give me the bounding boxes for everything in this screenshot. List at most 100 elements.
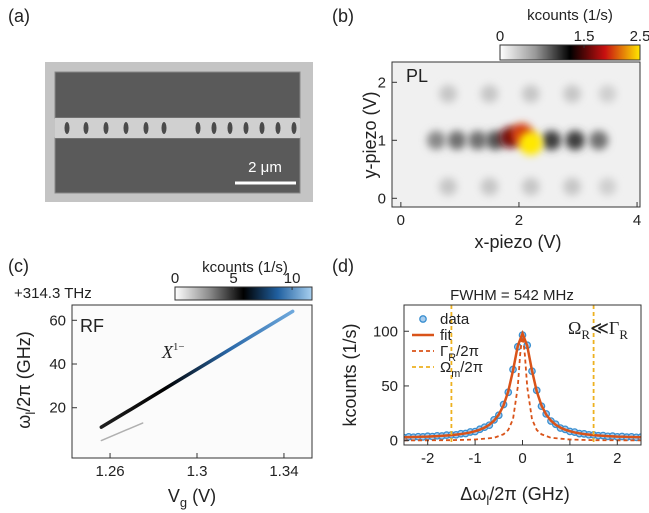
pl-spot: [541, 130, 562, 151]
pl-spot: [480, 177, 499, 196]
pl-spot: [439, 177, 457, 196]
x-axis-label-part: V: [168, 486, 180, 506]
hole: [291, 122, 297, 134]
x-axis-label-part: g: [180, 495, 187, 510]
annotation: ΩR≪ΓR: [568, 318, 628, 342]
legend-label-part: Γ: [440, 343, 448, 360]
hole: [227, 122, 233, 134]
annotation-part: R: [581, 327, 590, 342]
resonance-line: [100, 422, 144, 442]
line-panel: -2 -1 0 1 2 0 50 100: [373, 304, 642, 467]
pl-spot: [518, 131, 543, 156]
legend-label-part: /2π: [456, 343, 479, 360]
chart-title: +314.3 THz: [14, 285, 92, 302]
legend-label: Ωm/2π: [440, 359, 483, 380]
x-axis-label-part: (V): [187, 486, 216, 506]
y-axis-label: y-piezo (V): [360, 91, 380, 178]
math-label: X1−: [161, 341, 185, 362]
legend-label-part: Ω: [440, 359, 451, 376]
x-tick-label: -2: [421, 450, 434, 467]
x-tick-label: 1: [566, 450, 574, 467]
pl-spot: [480, 84, 499, 103]
panel-label: (d): [332, 256, 354, 276]
axes-box: [71, 304, 313, 459]
pl-spot: [426, 130, 446, 150]
sem-image: 2 μm: [45, 62, 313, 202]
pl-spot: [447, 130, 467, 150]
colorbar-tick-label: 5: [229, 270, 237, 287]
y-axis-label-part: /2π (GHz): [14, 331, 34, 411]
colorbar-tick-label: 10: [284, 270, 301, 287]
colorbar: [174, 286, 313, 301]
legend-label-part: R: [448, 352, 456, 364]
panel-label: (c): [8, 256, 29, 276]
annotation: PL: [406, 66, 428, 86]
heatmap: [72, 305, 312, 458]
pl-spot: [563, 84, 581, 103]
y-tick-label: 1: [378, 132, 386, 149]
pl-spot: [598, 85, 617, 103]
legend-label-part: /2π: [460, 359, 483, 376]
hole: [83, 122, 89, 134]
colorbar-label: kcounts (1/s): [527, 7, 613, 24]
series-line: [404, 333, 641, 442]
hole: [211, 122, 217, 134]
pl-spot: [521, 177, 540, 196]
plot-area: [404, 305, 641, 445]
x-axis-label-part: /2π (GHz): [489, 484, 569, 504]
membrane-top: [54, 71, 301, 119]
colorbar-tick-label: 2.5: [630, 28, 649, 45]
hole: [64, 122, 70, 134]
y-tick-label: 100: [373, 323, 398, 340]
x-tick-label: -1: [468, 450, 481, 467]
x-axis-label: x-piezo (V): [474, 232, 561, 252]
heatmap-background: [72, 305, 312, 458]
heatmap-panel: 0 2 4 0 1 2 0 1.5 2.5 kcounts (1/s) PL: [378, 7, 649, 229]
x-axis-label: Vg (V): [168, 486, 216, 510]
colorbar-tick-label: 1.5: [574, 28, 595, 45]
colorbar-label: kcounts (1/s): [202, 259, 288, 276]
x-tick-label: 0: [518, 450, 526, 467]
pl-spot: [468, 130, 488, 150]
y-tick-label: 2: [378, 74, 386, 91]
legend-marker: [419, 315, 427, 323]
x-axis-label-part: Δω: [460, 484, 486, 504]
hole: [195, 122, 201, 134]
hole: [243, 122, 249, 134]
math-label-part: X: [161, 342, 174, 362]
annotation-part: Ω: [568, 318, 581, 338]
heatmap: [392, 62, 640, 207]
legend-label: fit: [440, 327, 453, 344]
axes-box: [391, 61, 641, 208]
x-tick-label: 2: [515, 212, 523, 229]
holes: [64, 122, 297, 134]
x-axis-label: Δωl/2π (GHz): [460, 484, 569, 508]
annotation-part: ≪Γ: [590, 318, 619, 338]
x-tick-label: 2: [613, 450, 621, 467]
x-tick-label: 4: [633, 212, 641, 229]
hole: [275, 122, 281, 134]
y-tick-label: 0: [390, 433, 398, 450]
pl-spot: [565, 130, 585, 151]
axes-box: [403, 304, 642, 446]
y-axis-label: ωl/2π (GHz): [14, 331, 38, 428]
legend-label: ΓR/2π: [440, 343, 479, 364]
x-tick-label: 1.34: [269, 463, 298, 480]
y-tick-label: 20: [49, 400, 66, 417]
chart-title: FWHM = 542 MHz: [450, 287, 574, 304]
legend-label-part: m: [451, 368, 460, 380]
x-tick-label: 1.3: [187, 463, 208, 480]
y-axis-label-part: ω: [14, 415, 34, 429]
panel-label: (b): [332, 6, 354, 26]
hole: [143, 122, 149, 134]
x-axis-label-part: l: [486, 493, 489, 508]
colorbar-tick-label: 0: [496, 28, 504, 45]
hole: [123, 122, 129, 134]
y-tick-label: 40: [49, 356, 66, 373]
pl-spot: [563, 177, 581, 196]
y-tick-label: 50: [381, 378, 398, 395]
y-tick-label: 0: [378, 190, 386, 207]
pl-spot: [521, 84, 540, 103]
